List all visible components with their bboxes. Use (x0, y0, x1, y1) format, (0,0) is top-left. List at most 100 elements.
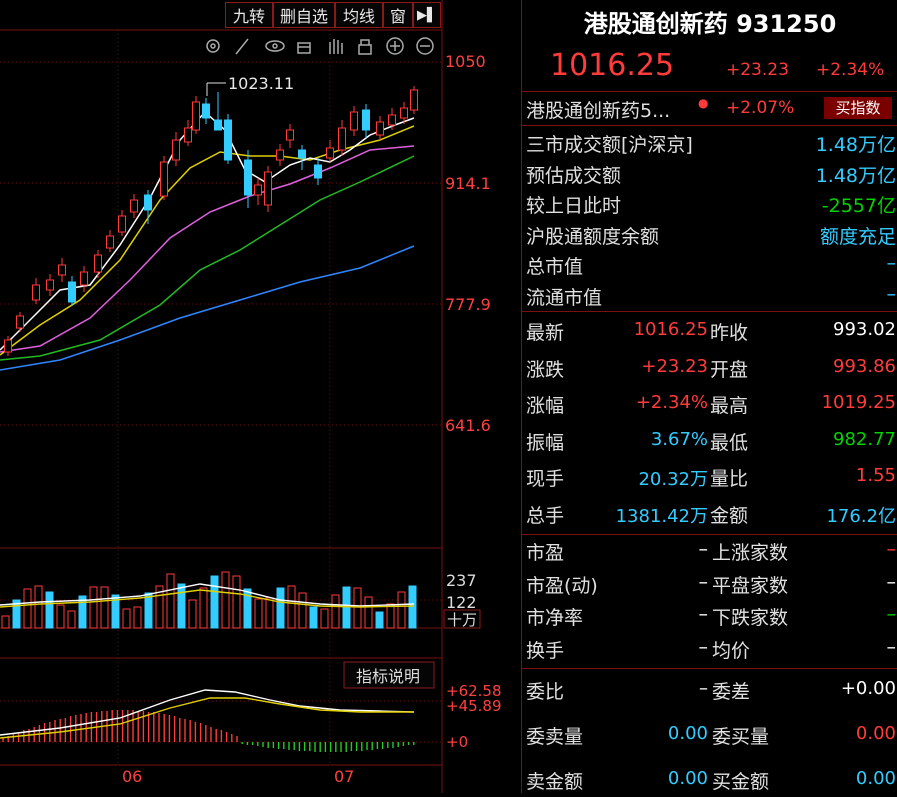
stats-label: 均价 (712, 639, 751, 662)
market-info-value: 1.48万亿 (815, 164, 896, 187)
settings-icon[interactable] (206, 39, 220, 53)
candle-body (94, 254, 102, 273)
volume-bar (155, 585, 164, 629)
volume-bar (309, 606, 318, 629)
lock-icon[interactable] (358, 39, 372, 55)
candle-body (326, 147, 334, 159)
ma-line-white (0, 110, 415, 351)
volume-bar (166, 573, 175, 629)
quote-value: 1016.25 (633, 319, 708, 340)
volume-bar (408, 585, 417, 629)
candle-body (16, 315, 24, 329)
candle-body (264, 171, 272, 206)
candle-body (298, 149, 306, 159)
candle-body (68, 281, 76, 303)
pen-icon[interactable] (235, 38, 249, 55)
stats-row: 市盈 – 上涨家数 – (522, 538, 897, 568)
orders-label: 委比 (526, 681, 565, 703)
related-fund-name[interactable]: 港股通创新药5... (526, 100, 671, 122)
orders-value: +0.00 (840, 678, 896, 699)
lock-icon-alt[interactable] (297, 42, 311, 54)
volume-ma-yellow (0, 589, 415, 608)
volume-bar (111, 594, 120, 629)
ma-line-magenta (0, 145, 415, 353)
market-info-label: 总市值 (526, 256, 584, 278)
zoom-out-icon[interactable] (416, 37, 434, 55)
volume-bar (254, 598, 263, 629)
quote-row: 现手 20.32万 量比 1.55 (522, 464, 897, 494)
stats-row: 市盈(动) – 平盘家数 – (522, 571, 897, 601)
candle-body (276, 149, 284, 161)
quote-label: 现手 (526, 468, 565, 490)
volume-bar (243, 588, 252, 629)
stats-label: 换手 (526, 639, 565, 662)
market-info-label: 预估成交额 (526, 164, 622, 187)
indicator-info-button[interactable]: 指标说明 (356, 667, 420, 686)
volume-bar (1, 615, 10, 629)
stats-label: 市净率 (526, 607, 584, 629)
market-info-label: 流通市值 (526, 286, 603, 309)
volume-bar (265, 597, 274, 629)
volume-bar (375, 611, 384, 629)
volume-bar (320, 608, 329, 629)
volume-bar (34, 585, 43, 629)
quote-value: +23.23 (641, 355, 708, 377)
volume-bar (232, 575, 241, 629)
price-label-777: 777.9 (445, 295, 491, 314)
volume-bar (122, 608, 131, 629)
stats-label: 上涨家数 (712, 542, 789, 564)
kline-chart-area[interactable]: 九转 删自选 均线 窗 ▶▌ (0, 0, 520, 793)
quote-label: 总手 (526, 504, 565, 527)
remove-watchlist-button[interactable]: 删自选 (273, 2, 335, 28)
orders-label: 买金额 (712, 771, 770, 793)
candle-body (106, 235, 114, 249)
buy-index-button[interactable]: 买指数 (824, 97, 892, 119)
month-label-07: 07 (334, 767, 354, 786)
quote-value: 982.77 (833, 428, 896, 450)
volume-ma-white (0, 583, 415, 607)
quote-row: 最新 1016.25 昨收 993.02 (522, 318, 897, 348)
price-gridlines (0, 30, 442, 765)
price-header: 1016.25 +23.23 +2.34% (522, 48, 897, 84)
quote-value: 1.55 (855, 465, 896, 486)
candle-body (202, 103, 210, 119)
volume-bar (188, 599, 197, 629)
stats-value: – (886, 603, 897, 625)
nine-turn-button[interactable]: 九转 (225, 2, 273, 28)
stats-label: 下跌家数 (712, 607, 789, 629)
candle-body (244, 159, 252, 196)
moving-average-button[interactable]: 均线 (335, 2, 383, 28)
candle-body (400, 107, 408, 119)
candle-body (388, 114, 396, 126)
candle-body (46, 279, 54, 291)
collapse-panel-button[interactable]: ▶▌ (413, 2, 441, 28)
hand-icon[interactable] (329, 39, 343, 54)
macd-dea-line (0, 697, 414, 739)
stats-value: – (698, 603, 709, 625)
volume-bar (331, 594, 340, 629)
window-button[interactable]: 窗 (383, 2, 413, 28)
ma-line-green (0, 155, 415, 361)
orders-value: – (699, 678, 708, 699)
candle-body (184, 127, 192, 143)
quote-value: +2.34% (635, 392, 708, 413)
market-info-row: 沪股通额度余额 额度充足 (522, 222, 897, 250)
candlestick-series (4, 86, 418, 356)
candle-body (314, 164, 322, 179)
orders-value: 0.00 (855, 723, 896, 744)
indicator-info-button-box[interactable] (343, 661, 435, 689)
volume-bar (12, 599, 21, 629)
ma-line-yellow (0, 125, 415, 356)
candle-body (160, 161, 168, 197)
volume-bars (1, 571, 417, 629)
eye-icon[interactable] (265, 40, 285, 52)
related-fund-row[interactable]: 港股通创新药5... ● +2.07% 买指数 (522, 96, 897, 122)
market-info-row: 预估成交额 1.48万亿 (522, 161, 897, 189)
candle-body (172, 139, 180, 161)
orders-value: 0.00 (667, 768, 708, 789)
candle-body (214, 119, 222, 131)
volume-bar (386, 603, 395, 629)
volume-label-max: 237 (446, 571, 477, 590)
zoom-in-icon[interactable] (386, 37, 404, 55)
market-info-label: 较上日此时 (526, 195, 622, 217)
